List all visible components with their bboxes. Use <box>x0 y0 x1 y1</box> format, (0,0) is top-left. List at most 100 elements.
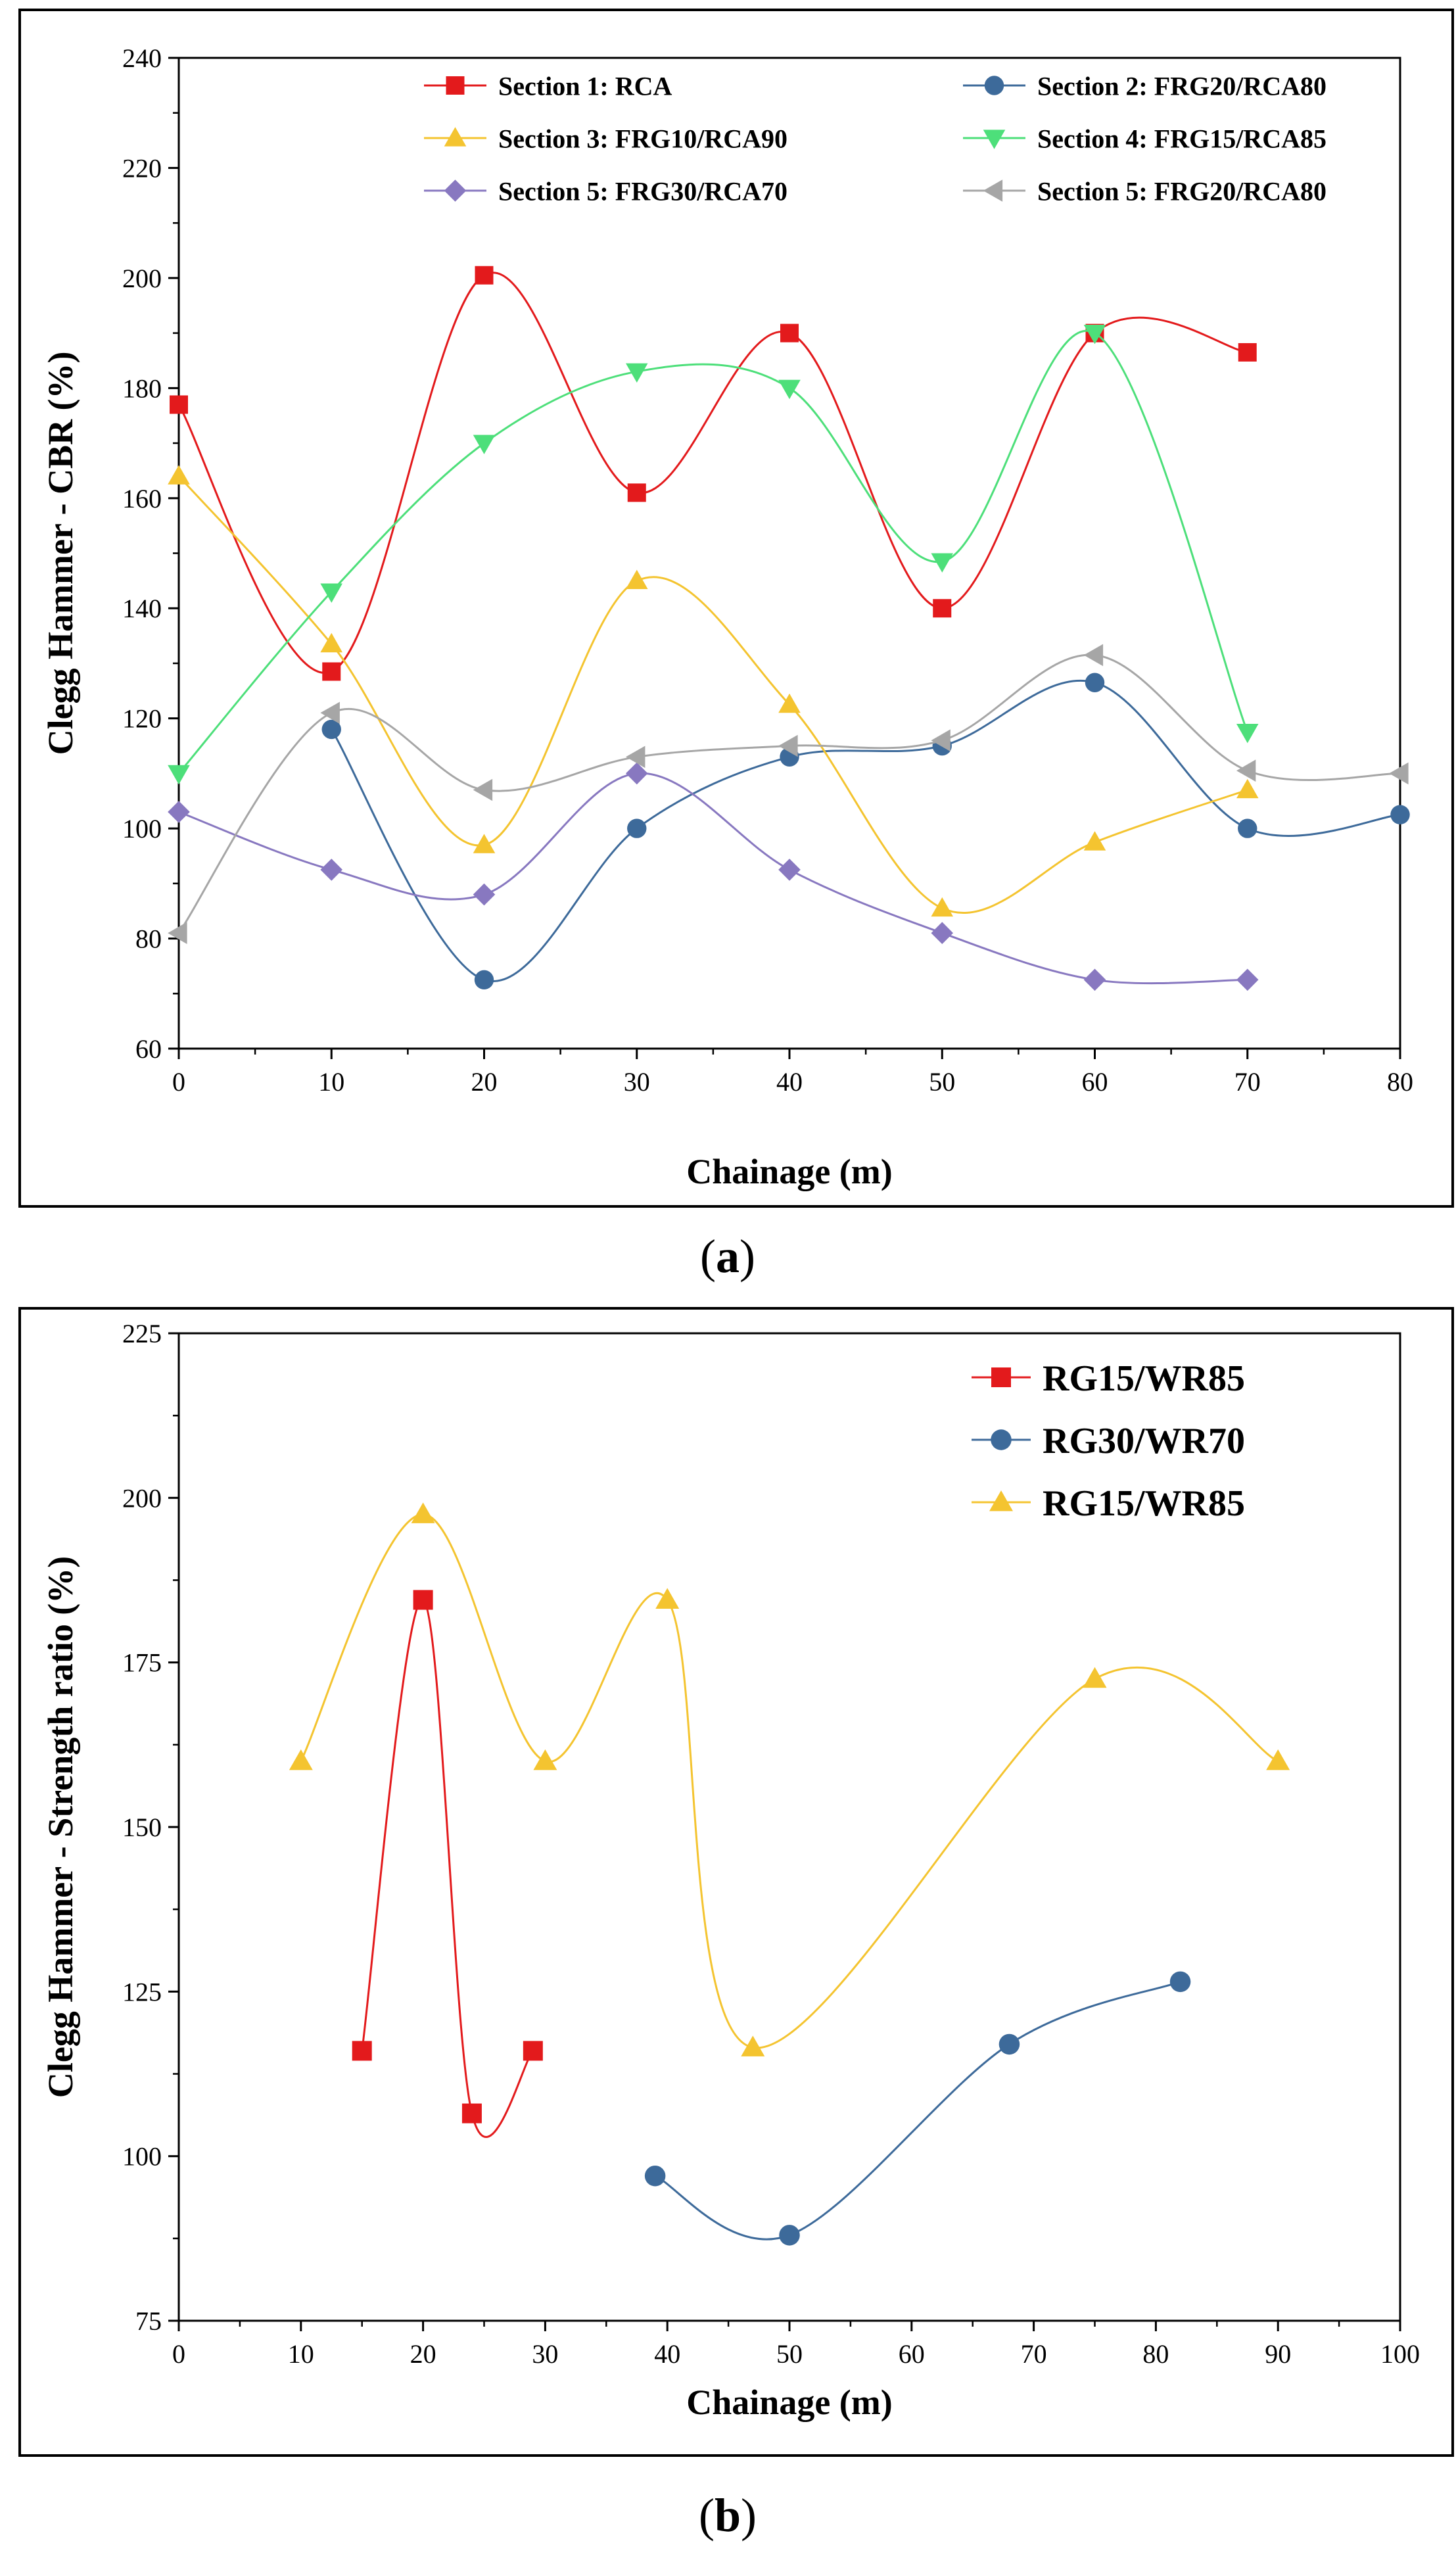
panel-b-frame <box>18 1307 1454 2457</box>
panel-a-legend-marker <box>444 179 467 202</box>
panel-a-series-section-4-frg15-rca85-3 <box>168 325 1259 785</box>
panel-a-y-tick-label: 140 <box>122 594 162 623</box>
panel-a-x-tick-label: 80 <box>1387 1067 1413 1097</box>
panel-b-x-tick-label: 70 <box>1021 2339 1047 2369</box>
panel-b-legend-item: RG30/WR70 <box>972 1421 1245 1461</box>
chart-panel-b: 0 10 20 30 40 50 60 70 80 90 100 75 100 125 150 175 200 2… <box>41 1319 1420 2422</box>
panel-a-data-point <box>473 834 496 853</box>
panel-b-data-point <box>289 1749 313 1770</box>
panel-a-legend-label: Section 1: RCA <box>498 71 672 101</box>
panel-b-data-point <box>1169 1971 1191 1993</box>
panel-a-legend-marker <box>983 130 1006 149</box>
panel-a-legend-label: Section 4: FRG15/RCA85 <box>1037 124 1327 153</box>
panel-b-x-tick-label: 10 <box>288 2339 314 2369</box>
panel-a-series-line-0 <box>177 272 1248 675</box>
panel-a-legend-item: Section 4: FRG15/RCA85 <box>963 124 1327 153</box>
panel-a-y-tick-label: 180 <box>122 373 162 403</box>
panel-b-letter: b <box>715 2489 741 2542</box>
panel-a-legend-item: Section 5: FRG30/RCA70 <box>424 176 787 206</box>
panel-a-data-point <box>1083 831 1106 851</box>
panel-a-data-point <box>627 819 647 838</box>
panel-a-y-tick-label: 120 <box>122 704 162 734</box>
panel-a-data-point <box>778 859 801 881</box>
panel-b-y-tick-label: 150 <box>122 1813 162 1842</box>
panel-a-x-tick-label: 10 <box>318 1067 344 1097</box>
panel-b-legend: RG15/WR85 RG30/WR70 RG15/WR85 <box>972 1358 1245 1524</box>
panel-a-series-section-3-frg10-rca90-2 <box>168 465 1259 917</box>
chart-panel-a: 0 10 20 30 40 50 60 70 80 60 80 100 120 140 160 180 200 2… <box>41 43 1413 1191</box>
panel-a-series-line-4 <box>178 772 1248 985</box>
panel-b-y-tick-label: 225 <box>122 1319 162 1348</box>
panel-b-x-tick-label: 20 <box>410 2339 436 2369</box>
panel-a-data-point <box>1236 759 1256 782</box>
panel-b-legend-marker <box>989 1490 1013 1511</box>
panel-a-data-point <box>626 746 646 769</box>
panel-a-legend-label: Section 2: FRG20/RCA80 <box>1037 71 1327 101</box>
panel-a-data-point <box>320 859 342 881</box>
panel-b-data-point <box>523 2041 543 2061</box>
panel-b-y-tick-label: 200 <box>122 1483 162 1513</box>
panel-a-legend-item: Section 3: FRG10/RCA90 <box>424 124 787 153</box>
panel-a-x-tick-label: 20 <box>471 1067 498 1097</box>
panel-a-legend-item: Section 2: FRG20/RCA80 <box>963 71 1327 101</box>
panel-a-legend-label: Section 5: FRG20/RCA80 <box>1037 176 1327 206</box>
panel-a-x-tick-label: 50 <box>929 1067 955 1097</box>
panel-a-x-tick-label: 60 <box>1082 1067 1108 1097</box>
panel-b-legend-item: RG15/WR85 <box>972 1483 1245 1524</box>
panel-a-data-point <box>168 922 187 944</box>
panel-b-x-tick-label: 50 <box>776 2339 803 2369</box>
panel-b-data-point <box>533 1749 557 1770</box>
panel-b-x-axis-label: Chainage (m) <box>686 2383 892 2422</box>
panel-a-data-point <box>1236 724 1259 744</box>
panel-a-data-point <box>170 395 188 414</box>
panel-a-legend-label: Section 5: FRG30/RCA70 <box>498 176 787 206</box>
panel-b-data-point <box>655 1588 680 1609</box>
panel-a-data-point <box>321 719 341 740</box>
panel-b-series-rg15-wr85-0 <box>352 1590 543 2138</box>
panel-a-data-point <box>473 778 493 801</box>
panel-a-legend: Section 1: RCA Section 2: FRG20/RCA80 Sect… <box>424 71 1327 206</box>
panel-a-data-point <box>627 483 646 502</box>
panel-a-legend-marker <box>444 127 467 147</box>
panel-a-data-point <box>933 599 952 618</box>
panel-a-legend-marker <box>983 179 1003 202</box>
panel-a-legend-marker <box>446 76 465 95</box>
panel-b-y-tick-label: 75 <box>135 2306 162 2336</box>
panel-a-y-axis-label: Clegg Hammer - CBR (%) <box>41 352 80 755</box>
panel-a-x-axis-label: Chainage (m) <box>686 1152 892 1191</box>
panel-a-data-point <box>473 435 496 454</box>
panel-b-series-rg15-wr85-2 <box>289 1502 1290 2056</box>
panel-a-data-point <box>1083 968 1106 991</box>
panel-a-series-line-2 <box>177 475 1248 914</box>
panel-b-legend-label: RG15/WR85 <box>1043 1358 1245 1399</box>
panel-a-label: (a) <box>700 1230 755 1283</box>
panel-a-data-point <box>320 701 340 724</box>
panel-a-data-point <box>1083 644 1104 667</box>
panel-a-data-point <box>626 569 648 589</box>
panel-a-x-tick-label: 0 <box>172 1067 185 1097</box>
panel-b-x-tick-label: 60 <box>899 2339 925 2369</box>
panel-a-data-point <box>475 266 494 285</box>
panel-a-legend-marker <box>984 76 1004 95</box>
panel-b-data-point <box>352 2041 372 2061</box>
panel-a-data-point <box>1236 778 1259 799</box>
panel-a-y-tick-label: 60 <box>135 1034 162 1064</box>
panel-a-data-point <box>1238 819 1257 838</box>
panel-b-x-tick-label: 90 <box>1265 2339 1291 2369</box>
panel-b-data-point <box>411 1502 435 1523</box>
panel-a-data-point <box>168 465 190 485</box>
panel-a-y-tick-label: 200 <box>122 264 162 293</box>
panel-a-data-point <box>778 734 798 757</box>
panel-b-series-line-1 <box>654 1980 1181 2241</box>
panel-a-data-point <box>1236 968 1259 991</box>
panel-a-legend-item: Section 1: RCA <box>424 71 672 101</box>
panel-a-data-point <box>931 729 951 751</box>
panel-a-y-tick-label: 80 <box>135 924 162 954</box>
panel-b-x-tick-label: 40 <box>654 2339 680 2369</box>
panel-b-y-tick-label: 175 <box>122 1648 162 1678</box>
panel-a-data-point <box>1083 325 1106 344</box>
panel-b-legend-marker <box>991 1367 1011 1387</box>
panel-a-x-tick-label: 30 <box>624 1067 650 1097</box>
panel-b-data-point <box>644 2165 666 2187</box>
